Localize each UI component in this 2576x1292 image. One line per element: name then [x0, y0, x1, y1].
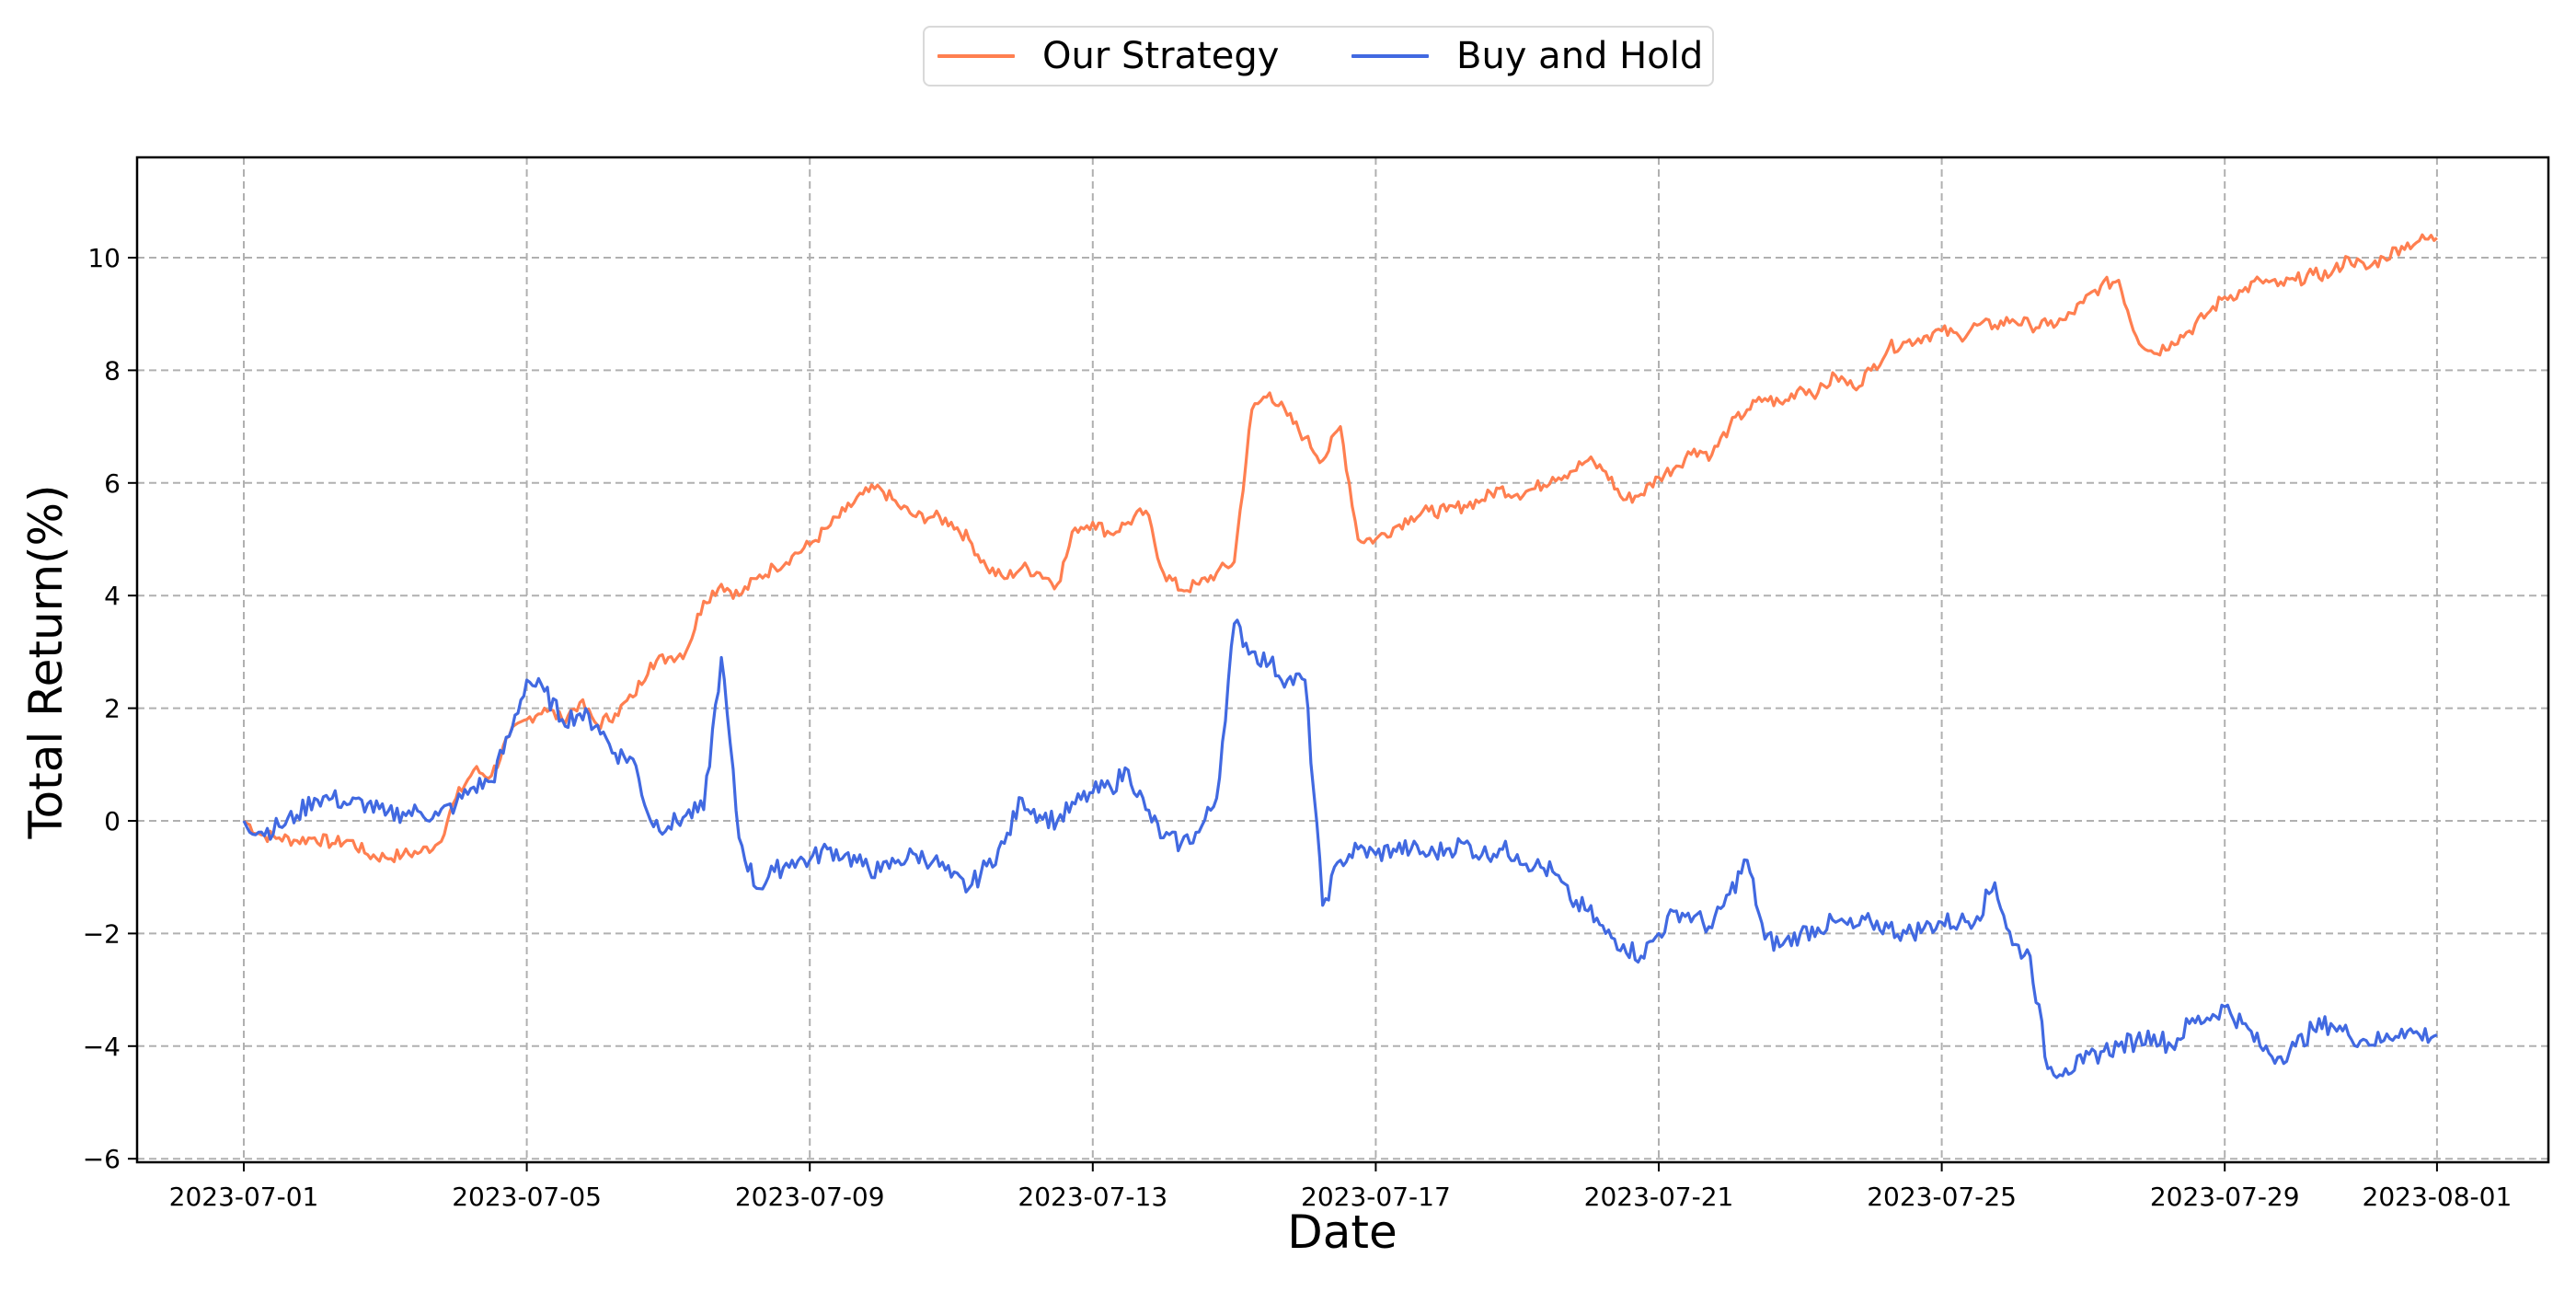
x-tick-label: 2023-07-05 — [452, 1182, 602, 1212]
y-tick-label: 0 — [104, 806, 121, 836]
y-tick-label: 6 — [104, 468, 121, 499]
x-tick-label: 2023-07-13 — [1018, 1182, 1167, 1212]
y-tick-label: 2 — [104, 694, 121, 724]
plot-frame — [135, 156, 2550, 1164]
legend-label: Our Strategy — [1042, 35, 1280, 77]
x-tick-label: 2023-07-09 — [735, 1182, 885, 1212]
legend-swatch-our-strategy-icon — [937, 54, 1015, 58]
x-tick-label: 2023-07-17 — [1301, 1182, 1451, 1212]
x-axis-label: Date — [1287, 1205, 1397, 1259]
x-tick-label: 2023-08-01 — [2363, 1182, 2513, 1212]
x-tick-label: 2023-07-21 — [1584, 1182, 1734, 1212]
y-tick-label: 10 — [87, 243, 121, 273]
legend-item-our-strategy[interactable]: Our Strategy — [937, 28, 1279, 85]
x-tick-label: 2023-07-01 — [169, 1182, 319, 1212]
x-tick-label: 2023-07-25 — [1867, 1182, 2017, 1212]
y-tick-label: 4 — [104, 581, 121, 611]
our-strategy-line — [242, 233, 2438, 864]
legend: Our Strategy Buy and Hold — [923, 26, 1714, 87]
series-lines — [242, 233, 2438, 1079]
legend-item-buy-and-hold[interactable]: Buy and Hold — [1351, 28, 1703, 85]
y-tick-label: 8 — [104, 355, 121, 386]
legend-swatch-buy-and-hold-icon — [1351, 54, 1429, 58]
y-tick-label: −2 — [83, 918, 121, 949]
y-tick-label: −6 — [83, 1144, 121, 1174]
y-axis-label: Total Return(%) — [19, 484, 73, 839]
grid-lines — [137, 157, 2548, 1162]
buy-and-hold-line — [242, 618, 2438, 1079]
axis-ticks: 2023-07-01 2023-07-05 2023-07-09 2023-07-13… — [83, 243, 2513, 1212]
legend-label: Buy and Hold — [1456, 35, 1704, 77]
y-tick-label: −4 — [83, 1032, 121, 1062]
x-tick-label: 2023-07-29 — [2150, 1182, 2300, 1212]
